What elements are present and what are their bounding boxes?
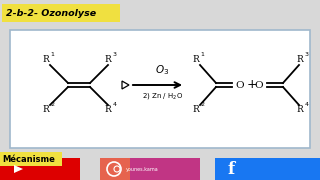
Text: 2) Zn / H$_2$O: 2) Zn / H$_2$O <box>142 91 183 101</box>
Text: R: R <box>297 105 303 114</box>
Text: 3: 3 <box>304 51 308 57</box>
Text: O: O <box>235 80 244 89</box>
Text: younes.kama: younes.kama <box>126 166 159 172</box>
Bar <box>215 158 320 180</box>
Text: f: f <box>228 161 235 177</box>
Text: R: R <box>193 105 199 114</box>
Text: 2: 2 <box>50 102 54 107</box>
Bar <box>100 158 200 180</box>
Text: 4: 4 <box>112 102 116 107</box>
Text: R: R <box>43 105 49 114</box>
Text: R: R <box>193 55 199 64</box>
Text: R: R <box>105 105 111 114</box>
Bar <box>100 158 130 180</box>
Text: R: R <box>297 55 303 64</box>
Text: 2: 2 <box>200 102 204 107</box>
Text: 4: 4 <box>304 102 308 107</box>
Text: $O_3$: $O_3$ <box>156 63 170 77</box>
Polygon shape <box>14 165 23 173</box>
Text: 3: 3 <box>112 51 116 57</box>
Text: R: R <box>105 55 111 64</box>
Bar <box>2 4 120 22</box>
Text: Mécanisme: Mécanisme <box>2 154 55 163</box>
Bar <box>10 30 310 148</box>
Bar <box>0 158 80 180</box>
Text: 1: 1 <box>200 51 204 57</box>
Text: O: O <box>254 80 263 89</box>
Text: +: + <box>247 78 257 91</box>
Text: R: R <box>43 55 49 64</box>
Text: 1: 1 <box>50 51 54 57</box>
Text: 2-b-2- Ozonolyse: 2-b-2- Ozonolyse <box>6 8 96 17</box>
Bar <box>0 152 62 166</box>
